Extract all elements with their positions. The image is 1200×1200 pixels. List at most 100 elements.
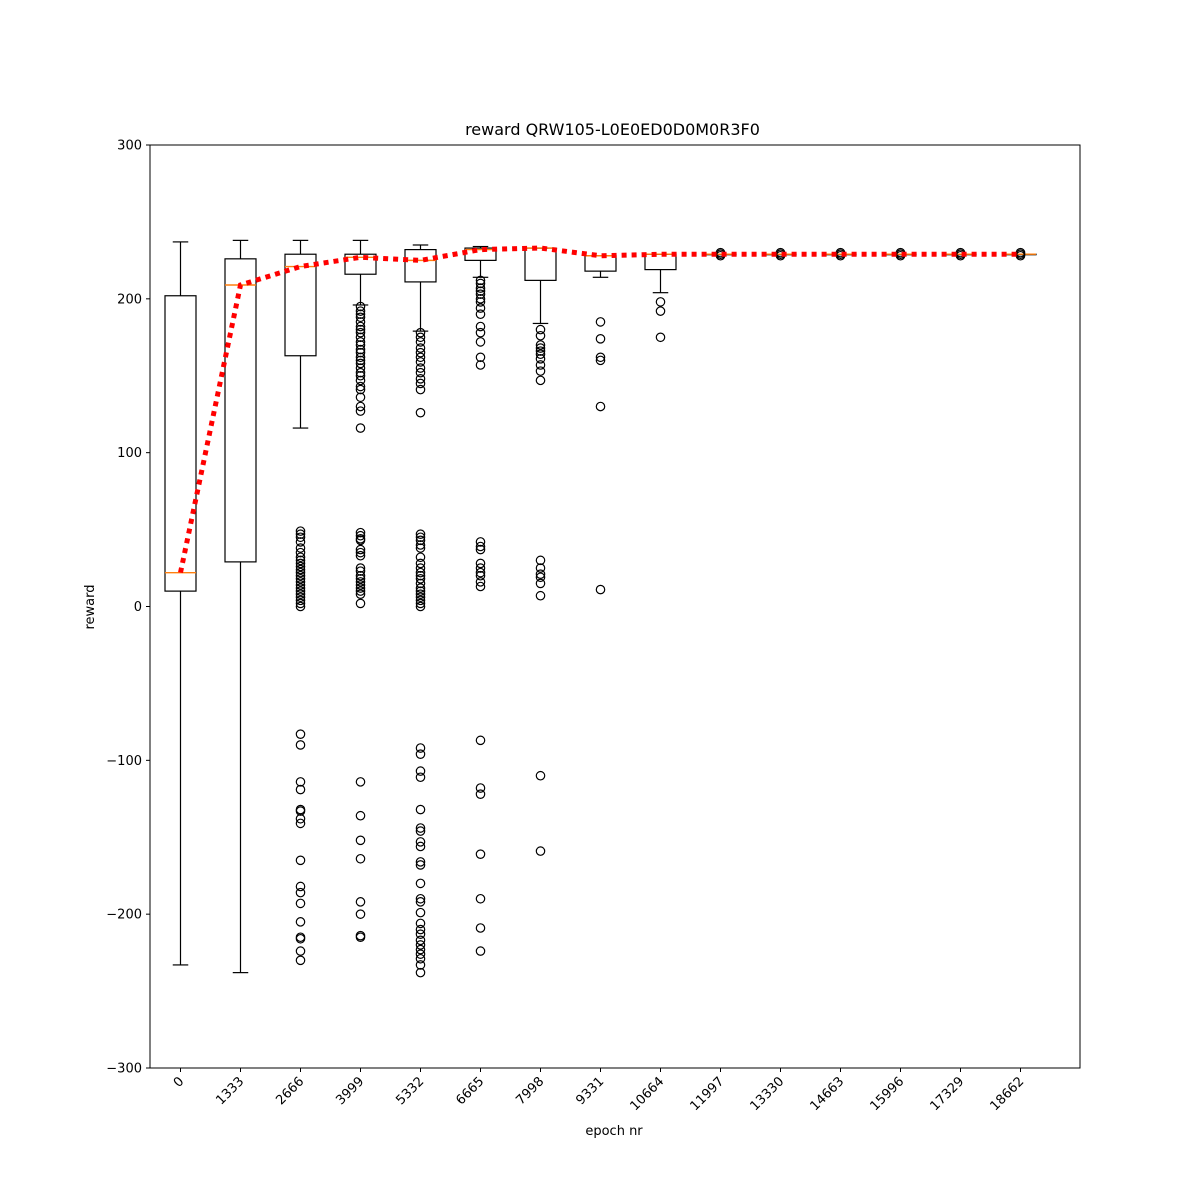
outlier-point	[415, 823, 426, 833]
y-tick-label: 200	[117, 292, 142, 307]
y-tick-label: 0	[134, 600, 142, 615]
outlier-point	[295, 567, 306, 578]
outlier-point	[415, 589, 426, 599]
outlier-point	[355, 367, 366, 378]
outlier-point	[475, 286, 486, 296]
outlier-point	[355, 853, 366, 864]
outlier-point	[295, 561, 306, 572]
outlier-point	[295, 589, 306, 599]
outlier-point	[295, 881, 306, 892]
outlier-point	[355, 897, 366, 907]
outlier-point	[355, 352, 366, 363]
outlier-point	[415, 837, 426, 847]
outlier-point	[355, 566, 366, 576]
box	[284, 253, 317, 357]
outlier-point	[295, 570, 306, 581]
outlier-point	[415, 592, 426, 603]
outlier-point	[295, 558, 306, 569]
outlier-point	[295, 598, 306, 609]
outlier-point	[355, 530, 366, 541]
outlier-point	[415, 826, 426, 836]
outlier-point	[295, 955, 306, 966]
outlier-point	[475, 541, 486, 552]
outlier-point	[415, 924, 426, 935]
outlier-point	[415, 860, 426, 870]
outlier-point	[355, 583, 366, 593]
outlier-point	[535, 846, 546, 856]
box	[344, 253, 377, 275]
outlier-point	[295, 547, 306, 558]
outlier-point	[475, 789, 486, 799]
outlier-point	[415, 337, 426, 347]
outlier-point	[475, 297, 486, 307]
outlier-point	[415, 532, 426, 543]
outlier-point	[415, 601, 426, 612]
outlier-point	[415, 574, 426, 584]
outlier-point	[295, 529, 306, 539]
outlier-point	[415, 960, 426, 970]
outlier-point	[415, 804, 426, 815]
outlier-point	[355, 547, 366, 558]
outlier-point	[475, 327, 486, 338]
outlier-point	[355, 332, 366, 343]
outlier-point	[295, 818, 306, 829]
outlier-point	[475, 563, 486, 573]
outlier-point	[415, 907, 426, 918]
outlier-point	[415, 558, 426, 569]
outlier-point	[595, 355, 606, 366]
outlier-point	[355, 370, 366, 381]
outlier-point	[355, 423, 366, 433]
outlier-point	[355, 527, 366, 538]
outlier-point	[535, 349, 546, 360]
outlier-point	[415, 363, 426, 373]
outlier-point	[355, 321, 366, 332]
y-tick-label: −100	[106, 754, 142, 769]
outlier-point	[415, 749, 426, 759]
outlier-point	[415, 949, 426, 959]
outlier-point	[595, 352, 606, 363]
box	[164, 295, 197, 592]
outlier-point	[655, 297, 666, 307]
outlier-point	[475, 923, 486, 933]
outlier-point	[355, 570, 366, 581]
outlier-point	[475, 849, 486, 859]
outlier-point	[535, 578, 546, 589]
outlier-point	[415, 578, 426, 589]
outlier-point	[475, 735, 486, 746]
outlier-point	[475, 544, 486, 555]
outlier-point	[415, 598, 426, 609]
outlier-point	[415, 352, 426, 363]
outlier-point	[295, 729, 306, 739]
outlier-point	[355, 306, 366, 316]
outlier-point	[355, 580, 366, 590]
y-tick-label: 300	[117, 139, 142, 154]
outlier-point	[535, 555, 546, 566]
outlier-point	[415, 567, 426, 578]
outlier-point	[295, 887, 306, 898]
outlier-point	[295, 777, 306, 787]
outlier-point	[355, 563, 366, 573]
y-tick-label: −300	[106, 1062, 142, 1077]
outlier-point	[415, 327, 426, 338]
outlier-point	[415, 343, 426, 353]
outlier-point	[475, 893, 486, 904]
outlier-point	[355, 586, 366, 596]
outlier-point	[295, 806, 306, 816]
outlier-point	[355, 535, 366, 546]
outlier-point	[355, 309, 366, 320]
outlier-point	[415, 583, 426, 593]
outlier-point	[535, 343, 546, 353]
outlier-point	[475, 946, 486, 956]
outlier-point	[655, 306, 666, 316]
outlier-point	[355, 363, 366, 373]
outlier-point	[475, 352, 486, 363]
outlier-point	[355, 577, 366, 587]
outlier-point	[295, 555, 306, 566]
outlier-point	[295, 564, 306, 575]
outlier-point	[415, 586, 426, 596]
outlier-point	[415, 552, 426, 563]
outlier-point	[535, 354, 546, 364]
outlier-point	[295, 526, 306, 536]
outlier-point	[535, 590, 546, 601]
